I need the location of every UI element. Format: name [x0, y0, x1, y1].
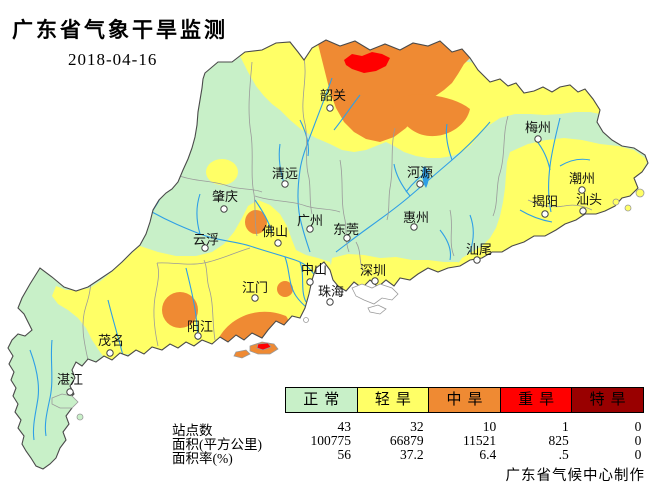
island-chuan-west — [233, 349, 251, 359]
legend-chip-0: 正常 — [285, 387, 358, 413]
city-label-深圳: 深圳 — [360, 263, 386, 278]
table-cell-0-4: 0 — [634, 419, 642, 434]
city-marker-河源 — [416, 180, 424, 188]
city-label-江门: 江门 — [242, 280, 268, 295]
legend-chip-4: 特旱 — [571, 387, 644, 413]
city-label-潮州: 潮州 — [569, 171, 595, 186]
city-marker-清远 — [281, 180, 289, 188]
city-label-揭阳: 揭阳 — [532, 194, 558, 209]
city-marker-汕头 — [579, 207, 587, 215]
city-marker-梅州 — [534, 135, 542, 143]
table-cell-2-1: 37.2 — [399, 447, 424, 462]
city-marker-阳江 — [194, 332, 202, 340]
table-cell-1-1: 66879 — [389, 433, 424, 448]
city-label-云浮: 云浮 — [193, 232, 219, 247]
table-cell-1-0: 100775 — [310, 433, 352, 448]
city-label-惠州: 惠州 — [403, 210, 429, 225]
city-label-汕尾: 汕尾 — [466, 242, 492, 257]
map-date: 2018-04-16 — [68, 50, 158, 69]
table-cell-0-1: 32 — [410, 419, 424, 434]
city-marker-东莞 — [343, 234, 351, 242]
island-shantou-2 — [624, 204, 632, 212]
drought-legend: 正常 轻旱 中旱 重旱 特旱 — [285, 387, 644, 413]
zone-light-shenzhen-coast — [330, 254, 462, 293]
city-marker-深圳 — [371, 277, 379, 285]
city-marker-佛山 — [274, 239, 282, 247]
page-title: 广东省气象干旱监测 — [12, 18, 228, 42]
city-marker-茂名 — [106, 349, 114, 357]
city-label-清远: 清远 — [272, 166, 298, 181]
table-cell-2-4: 0 — [634, 447, 642, 462]
city-label-阳江: 阳江 — [187, 319, 213, 334]
city-label-佛山: 佛山 — [262, 224, 288, 239]
hongkong-island — [367, 304, 387, 315]
island-naozhou — [76, 413, 84, 421]
city-marker-湛江 — [66, 388, 74, 396]
zone-moderate-jiangmen-spot — [277, 281, 293, 297]
island-shantou-1 — [612, 198, 620, 206]
city-marker-汕尾 — [473, 256, 481, 264]
reservoir-xinfengjiang — [422, 166, 429, 188]
macau-area — [303, 317, 309, 323]
city-label-广州: 广州 — [297, 213, 323, 228]
table-cell-0-3: 1 — [562, 419, 569, 434]
province-outline — [7, 39, 649, 470]
table-cell-2-3: .5 — [558, 447, 569, 462]
hongkong-area — [351, 283, 399, 305]
zone-moderate-foshan-spot — [245, 210, 267, 234]
island-nanao — [635, 188, 645, 198]
city-label-湛江: 湛江 — [57, 372, 83, 387]
city-marker-揭阳 — [541, 210, 549, 218]
table-cell-1-4: 0 — [634, 433, 642, 448]
city-marker-中山 — [306, 278, 314, 286]
city-label-珠海: 珠海 — [318, 284, 344, 299]
zone-severe-shaoguan — [344, 52, 390, 73]
city-marker-肇庆 — [220, 205, 228, 213]
zone-light-zhaoqing-spot — [206, 159, 238, 185]
island-chuan-red-spot — [256, 342, 272, 351]
rivers — [29, 77, 591, 441]
city-label-汕头: 汕头 — [576, 192, 602, 207]
table-row-label-0: 站点数 — [172, 423, 213, 438]
city-label-肇庆: 肇庆 — [212, 189, 238, 204]
city-label-中山: 中山 — [301, 262, 327, 277]
table-cell-2-0: 56 — [337, 447, 352, 462]
city-label-茂名: 茂名 — [98, 333, 124, 348]
credit-text: 广东省气候中心制作 — [505, 468, 645, 484]
island-donghai — [51, 393, 79, 409]
zone-moderate-yangjiang-spot — [162, 292, 198, 328]
city-marker-江门 — [251, 294, 259, 302]
legend-chip-2: 中旱 — [428, 387, 501, 413]
city-label-河源: 河源 — [407, 165, 433, 180]
zone-normal-maoming-pocket — [112, 354, 144, 378]
table-cell-0-2: 10 — [482, 419, 497, 434]
city-marker-潮州 — [578, 186, 586, 194]
zone-light-east — [455, 138, 648, 268]
city-marker-珠海 — [326, 298, 334, 306]
table-cell-1-3: 825 — [548, 433, 569, 448]
table-cell-2-2: 6.4 — [479, 447, 497, 462]
city-marker-广州 — [306, 225, 314, 233]
legend-chip-3: 重旱 — [499, 387, 573, 413]
city-label-韶关: 韶关 — [320, 88, 346, 103]
city-label-梅州: 梅州 — [525, 120, 551, 135]
table-cell-0-0: 43 — [337, 419, 352, 434]
city-marker-韶关 — [326, 104, 334, 112]
table-cell-1-2: 11521 — [462, 433, 497, 448]
islands — [51, 188, 645, 421]
table-row-label-2: 面积率(%) — [172, 451, 233, 466]
city-label-东莞: 东莞 — [333, 222, 359, 237]
zone-moderate-heyuan — [392, 94, 470, 137]
city-marker-惠州 — [410, 223, 418, 231]
table-row-label-1: 面积(平方公里) — [172, 437, 262, 452]
legend-chip-1: 轻旱 — [356, 387, 430, 413]
city-marker-云浮 — [201, 244, 209, 252]
